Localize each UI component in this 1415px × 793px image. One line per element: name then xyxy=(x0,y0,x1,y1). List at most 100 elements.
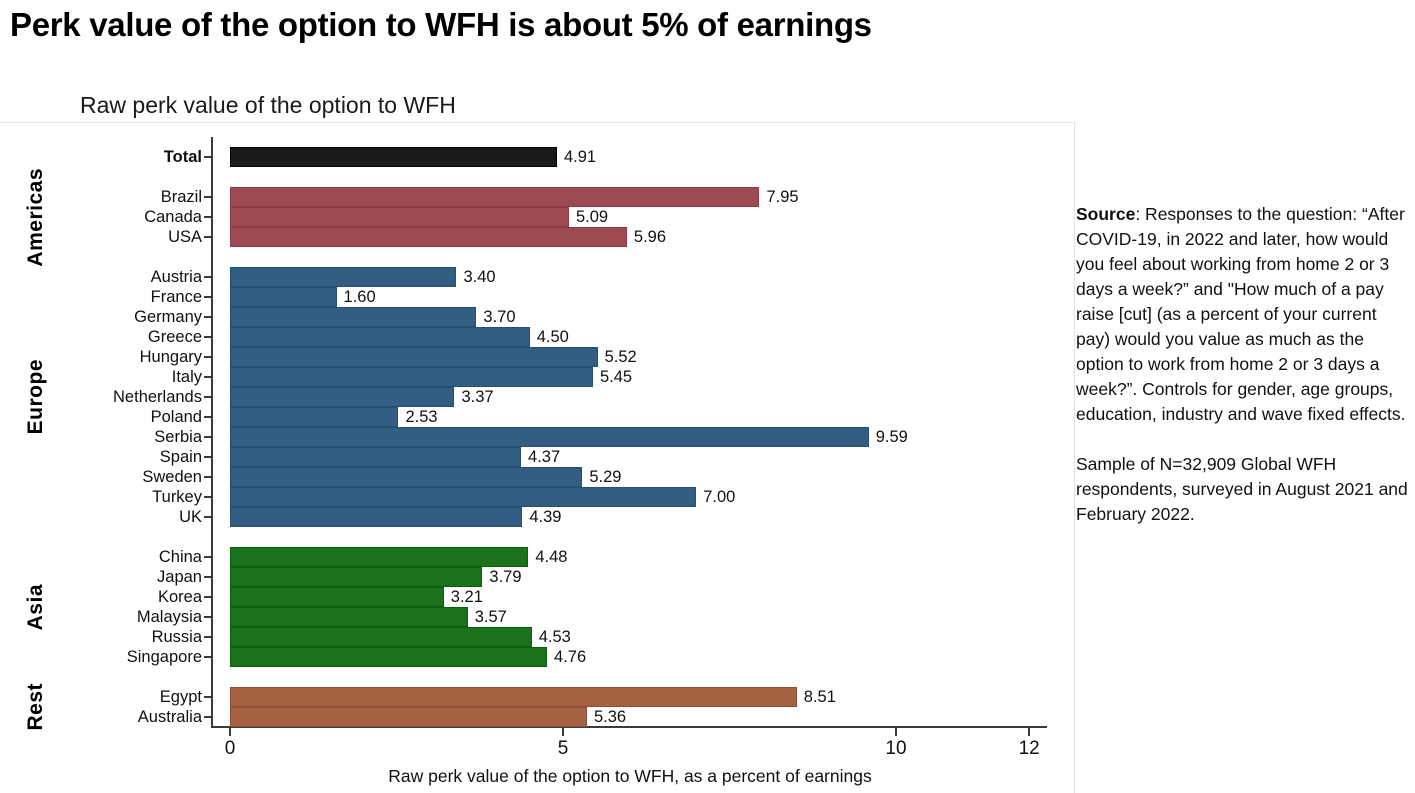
category-label-germany: Germany xyxy=(134,308,202,326)
value-label-hungary: 5.52 xyxy=(604,348,637,366)
bar-sweden xyxy=(230,467,583,487)
category-label-brazil: Brazil xyxy=(160,188,202,206)
region-label-text: Americas xyxy=(24,167,47,267)
y-axis-tick xyxy=(204,196,212,198)
category-label-turkey: Turkey xyxy=(152,488,202,506)
y-axis-tick xyxy=(204,316,212,318)
category-label-poland: Poland xyxy=(150,408,202,426)
x-axis-title: Raw perk value of the option to WFH, as … xyxy=(388,766,872,786)
value-label-italy: 5.45 xyxy=(599,368,633,386)
y-axis-tick xyxy=(204,416,212,418)
bar-germany xyxy=(230,307,477,327)
y-axis-tick xyxy=(204,356,212,358)
bar-greece xyxy=(230,327,530,347)
category-label-uk: UK xyxy=(179,508,202,526)
bar-australia xyxy=(230,707,587,727)
chart-subtitle: Raw perk value of the option to WFH xyxy=(80,92,456,118)
bar-netherlands xyxy=(230,387,455,407)
source-label: Source xyxy=(1076,204,1136,224)
value-label-poland: 2.53 xyxy=(405,408,438,426)
bar-brazil xyxy=(230,187,760,207)
value-label-china: 4.48 xyxy=(535,548,568,566)
category-label-japan: Japan xyxy=(157,568,202,586)
bar-singapore xyxy=(230,647,548,667)
value-label-usa: 5.96 xyxy=(633,228,667,246)
category-label-korea: Korea xyxy=(157,588,202,606)
x-axis-tick xyxy=(562,728,564,736)
y-axis-tick xyxy=(204,276,212,278)
value-label-japan: 3.79 xyxy=(489,568,522,586)
category-label-australia: Australia xyxy=(137,708,202,726)
x-axis-tick xyxy=(895,728,897,736)
bar-japan xyxy=(230,567,483,587)
category-label-austria: Austria xyxy=(150,268,202,286)
category-label-spain: Spain xyxy=(159,448,202,466)
bar-usa xyxy=(230,227,627,247)
value-label-greece: 4.50 xyxy=(536,328,569,346)
y-axis-tick xyxy=(204,516,212,518)
value-label-canada: 5.09 xyxy=(575,208,609,226)
value-label-germany: 3.70 xyxy=(483,308,516,326)
value-label-total: 4.91 xyxy=(564,148,597,166)
value-label-serbia: 9.59 xyxy=(875,428,908,446)
chart-figure: Total 4.91 Brazil 7.95 Canada 5.09 USA 5.96 Amer… xyxy=(0,122,1075,793)
value-label-uk: 4.39 xyxy=(529,508,562,526)
bar-malaysia xyxy=(230,607,468,627)
category-label-malaysia: Malaysia xyxy=(136,608,202,626)
plot-area: Total 4.91 Brazil 7.95 Canada 5.09 USA 5.96 Amer… xyxy=(0,123,1074,793)
bar-italy xyxy=(230,367,593,387)
y-axis-tick xyxy=(204,376,212,378)
source-text: : Responses to the question: “After COVI… xyxy=(1076,204,1406,424)
y-axis-tick xyxy=(204,236,212,238)
y-axis-line xyxy=(211,137,213,728)
region-label-text: Asia xyxy=(24,583,47,631)
category-label-netherlands: Netherlands xyxy=(113,388,202,406)
x-tick-label-5: 5 xyxy=(557,738,569,759)
y-axis-tick xyxy=(204,436,212,438)
source-paragraph: Source: Responses to the question: “Afte… xyxy=(1076,202,1414,427)
category-label-hungary: Hungary xyxy=(139,348,202,366)
y-axis-tick xyxy=(204,336,212,338)
value-label-brazil: 7.95 xyxy=(766,188,799,206)
source-notes-panel: Source: Responses to the question: “Afte… xyxy=(1076,202,1414,552)
bar-egypt xyxy=(230,687,797,707)
bar-poland xyxy=(230,407,399,427)
bar-france xyxy=(230,287,337,307)
x-tick-label-10: 10 xyxy=(885,738,907,759)
category-label-usa: USA xyxy=(168,228,202,246)
value-label-singapore: 4.76 xyxy=(554,648,587,666)
region-label-europe: Europe xyxy=(14,267,58,527)
value-label-russia: 4.53 xyxy=(538,628,571,646)
y-axis-tick xyxy=(204,456,212,458)
value-label-korea: 3.21 xyxy=(450,588,483,606)
y-axis-tick xyxy=(204,496,212,498)
category-label-greece: Greece xyxy=(147,328,202,346)
value-label-sweden: 5.29 xyxy=(589,468,622,486)
y-axis-tick xyxy=(204,716,212,718)
bar-hungary xyxy=(230,347,598,367)
category-label-singapore: Singapore xyxy=(126,648,202,666)
value-label-france: 1.60 xyxy=(343,288,376,306)
y-axis-tick xyxy=(204,216,212,218)
category-label-canada: Canada xyxy=(144,208,202,226)
value-label-egypt: 8.51 xyxy=(803,688,836,706)
category-label-egypt: Egypt xyxy=(159,688,202,706)
bar-spain xyxy=(230,447,522,467)
y-axis-tick xyxy=(204,656,212,658)
region-label-americas: Americas xyxy=(14,168,58,267)
y-axis-tick xyxy=(204,616,212,618)
category-label-china: China xyxy=(158,548,202,566)
y-axis-tick xyxy=(204,396,212,398)
bar-serbia xyxy=(230,427,869,447)
y-axis-tick xyxy=(204,556,212,558)
y-axis-tick xyxy=(204,576,212,578)
category-label-france: France xyxy=(150,288,202,306)
region-label-asia: Asia xyxy=(14,547,58,667)
page-title: Perk value of the option to WFH is about… xyxy=(10,6,872,43)
region-label-text: Europe xyxy=(24,359,47,435)
x-axis-tick xyxy=(1028,728,1031,736)
region-label-rest: Rest xyxy=(14,683,58,731)
bar-uk xyxy=(230,507,523,527)
bar-china xyxy=(230,547,529,567)
